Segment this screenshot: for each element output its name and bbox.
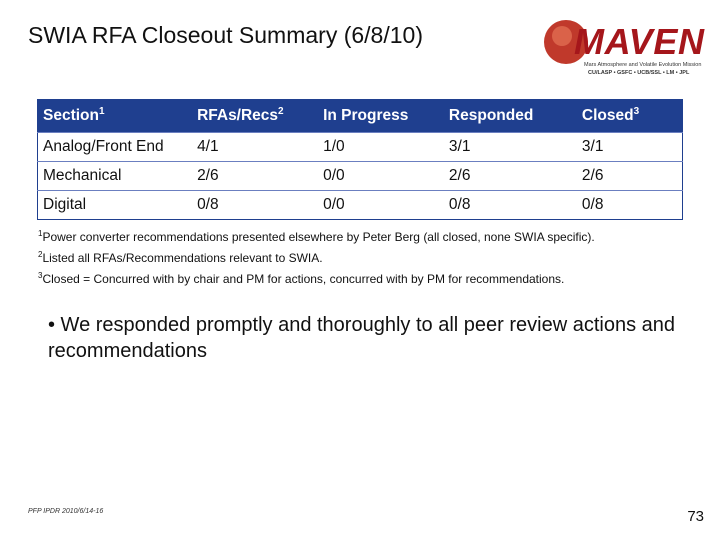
logo-highlight bbox=[552, 26, 572, 46]
table-cell: 2/6 bbox=[576, 161, 683, 191]
footnotes: 1Power converter recommendations present… bbox=[38, 225, 595, 288]
footnote: 2Listed all RFAs/Recommendations relevan… bbox=[38, 246, 595, 267]
column-header-text: Responded bbox=[448, 107, 534, 124]
logo-name: MAVEN bbox=[574, 21, 705, 62]
column-header-sup: 3 bbox=[633, 106, 640, 118]
logo: MAVEN Mars Atmosphere and Volatile Evolu… bbox=[544, 20, 705, 76]
footer-left: PFP IPDR 2010/6/14-16 bbox=[28, 508, 104, 515]
table-cell: 0/8 bbox=[192, 190, 319, 220]
column-header: Section1 bbox=[37, 99, 193, 133]
table-cell: 0/0 bbox=[318, 161, 444, 191]
table-cell: Analog/Front End bbox=[37, 132, 193, 162]
table-cell: Mechanical bbox=[37, 161, 193, 191]
column-header: RFAs/Recs2 bbox=[192, 99, 319, 133]
column-header-sup: 2 bbox=[278, 106, 284, 118]
column-header-text: In Progress bbox=[323, 107, 409, 124]
table-cell: 2/6 bbox=[192, 161, 319, 191]
footnote: 3Closed = Concurred with by chair and PM… bbox=[38, 267, 595, 288]
table-row: Digital 0/8 0/0 0/8 0/8 bbox=[37, 190, 683, 220]
table-cell: 0/0 bbox=[318, 190, 444, 220]
logo-partners: CU/LASP • GSFC • UCB/SSL • LM • JPL bbox=[588, 70, 690, 76]
table-cell: 1/0 bbox=[318, 132, 444, 162]
column-header: In Progress bbox=[318, 99, 444, 133]
column-header: Closed3 bbox=[576, 99, 683, 133]
table-cell: 2/6 bbox=[443, 161, 577, 191]
footnote-mark: 3 bbox=[38, 271, 43, 280]
summary-table: Section1 RFAs/Recs2 In Progress Responded Cl… bbox=[37, 99, 683, 220]
footnote-text: Power converter recommendations presente… bbox=[42, 230, 595, 244]
slide-title: SWIA RFA Closeout Summary (6/8/10) bbox=[28, 22, 423, 48]
table-row: Mechanical 2/6 0/0 2/6 2/6 bbox=[37, 161, 683, 191]
footnote-text: Closed = Concurred with by chair and PM … bbox=[42, 272, 565, 286]
table-cell: Digital bbox=[37, 190, 193, 220]
page-number: 73 bbox=[687, 508, 704, 525]
table-cell: 0/8 bbox=[443, 190, 577, 220]
table-cell: 3/1 bbox=[576, 132, 683, 162]
footnote: 1Power converter recommendations present… bbox=[38, 225, 595, 246]
table-cell: 4/1 bbox=[192, 132, 319, 162]
column-header-text: Section bbox=[43, 107, 99, 125]
table-cell: 0/8 bbox=[576, 190, 683, 220]
column-header-sup: 1 bbox=[98, 106, 105, 118]
column-header: Responded bbox=[443, 99, 577, 133]
table-row: Analog/Front End 4/1 1/0 3/1 3/1 bbox=[37, 132, 683, 162]
table-cell: 3/1 bbox=[443, 132, 577, 162]
bullet-text: • We responded promptly and thoroughly t… bbox=[48, 314, 675, 362]
column-header-text: Closed bbox=[581, 107, 634, 125]
column-header-text: RFAs/Recs bbox=[197, 107, 279, 125]
header-row: Section1 RFAs/Recs2 In Progress Responded Cl… bbox=[37, 99, 683, 133]
footnote-mark: 2 bbox=[38, 250, 43, 259]
footnote-text: Listed all RFAs/Recommendations relevant… bbox=[42, 251, 323, 265]
footnote-mark: 1 bbox=[38, 229, 43, 238]
logo-tagline: Mars Atmosphere and Volatile Evolution M… bbox=[584, 62, 701, 68]
